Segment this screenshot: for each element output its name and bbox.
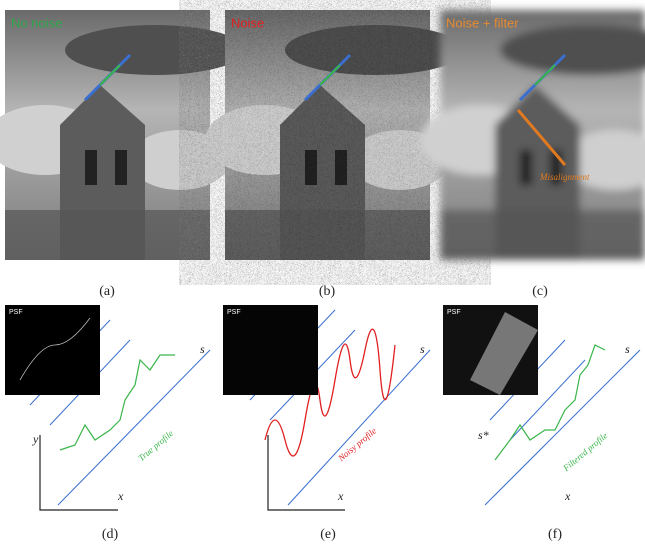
profile-label: Filtered profile xyxy=(560,430,609,473)
annotation: Misalignment xyxy=(539,172,590,182)
panel-label: Noise xyxy=(231,15,264,30)
axis-label: s xyxy=(625,342,630,356)
axis-label: x xyxy=(117,489,124,503)
profile-label: Noisy profile xyxy=(335,426,378,464)
axis-label: y xyxy=(32,432,39,446)
panel-label: Noise + filter xyxy=(446,15,519,30)
caption: (b) xyxy=(319,284,336,299)
panel-label: No noise xyxy=(11,15,62,30)
profile-label: True profile xyxy=(136,428,175,463)
inset-label: PSF xyxy=(227,309,241,316)
inset-label: PSF xyxy=(447,309,461,316)
caption: (e) xyxy=(320,527,336,542)
axis-label: s xyxy=(420,342,425,356)
diagram-d: PSF y x s True profile xyxy=(5,305,210,510)
axis-label: x xyxy=(564,489,571,503)
caption: (d) xyxy=(102,527,119,542)
axis-label: x xyxy=(337,489,344,503)
panel-c: Noise + filter Misalignment xyxy=(420,10,645,260)
inset-label: PSF xyxy=(9,309,23,316)
caption: (f) xyxy=(548,527,562,542)
caption: (c) xyxy=(532,284,548,299)
diagram-f: PSF x s s* Filtered profile xyxy=(443,305,640,505)
axis-label: s xyxy=(200,342,205,356)
marker-label: s* xyxy=(478,428,489,442)
figure: No noise (a) Noise (b) Noise + filter Mi… xyxy=(0,0,645,546)
diagram-e: PSF x s Noisy profile xyxy=(223,305,430,510)
caption: (a) xyxy=(99,284,115,299)
